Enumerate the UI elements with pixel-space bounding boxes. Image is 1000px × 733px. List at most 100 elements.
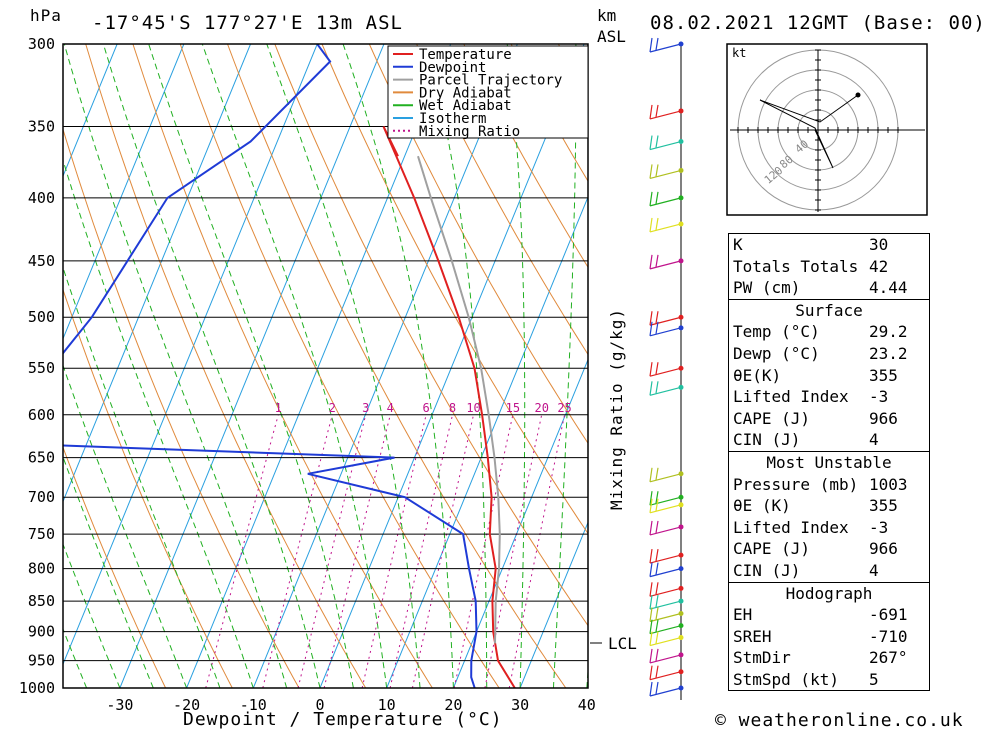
legend-label: Parcel Trajectory <box>419 73 562 89</box>
wind-barb <box>649 619 684 635</box>
wind-barb <box>649 549 684 564</box>
isotherm-line <box>63 44 185 341</box>
y-tick-label: 600 <box>28 406 55 424</box>
mixing-ratio-line <box>453 414 514 688</box>
wind-barb-dot <box>678 258 684 264</box>
wind-barb-dot <box>678 108 684 114</box>
wind-barb <box>649 498 684 514</box>
pressure-gridlines <box>63 43 588 689</box>
surface-rows: Temp (°C) 29.2 Dewp (°C) 23.2 θE(K) 355 Lif… <box>733 322 908 450</box>
wind-barb-dot <box>678 566 684 572</box>
y-tick-label: 900 <box>28 623 55 641</box>
wind-barb-dot <box>678 611 684 617</box>
isotherm-line <box>386 195 588 688</box>
surface-title: Surface <box>729 298 929 322</box>
x-tick-label: -10 <box>240 696 267 714</box>
wind-barb <box>649 191 684 207</box>
wet-adiabat-line <box>63 266 221 688</box>
wind-barb <box>649 254 684 270</box>
x-tick-label: -30 <box>106 696 133 714</box>
index-row-pw: PW (cm) 4.44 <box>733 278 908 298</box>
wind-barb <box>649 135 684 151</box>
mixing-ratio-axis-label: Mixing Ratio (g/kg) <box>607 307 626 510</box>
height-unit-km: km <box>597 6 617 25</box>
mixing-ratio-line <box>389 414 453 688</box>
hodograph-unit: kt <box>732 46 746 60</box>
wind-barb <box>649 164 684 180</box>
wind-barb <box>649 37 684 53</box>
index-row-totals: Totals Totals 42 <box>733 256 889 276</box>
wind-barb-dot <box>678 494 684 500</box>
wind-barb-dot <box>678 139 684 145</box>
isotherm-line <box>186 44 452 688</box>
series-dewpoint <box>63 44 478 688</box>
mixing-ratio-line <box>205 414 279 688</box>
wind-barb <box>649 607 684 623</box>
legend-label: Mixing Ratio <box>419 124 520 140</box>
wind-barb-dot <box>678 598 684 604</box>
isotherm-line <box>252 44 518 688</box>
wind-barb <box>649 681 684 697</box>
wind-barb-dot <box>678 552 684 558</box>
x-tick-label: -20 <box>173 696 200 714</box>
isotherm-line <box>63 44 318 666</box>
dry-adiabat-line <box>274 44 588 627</box>
credit-text: © weatheronline.co.uk <box>715 710 964 731</box>
wet-adiabat-line <box>63 542 121 688</box>
wet-adiabat-line <box>63 364 188 688</box>
wind-barb-dot <box>678 635 684 641</box>
series-parcel-trajectory <box>417 155 501 644</box>
wind-barb-dot <box>678 167 684 173</box>
mixing-ratio-line <box>411 414 474 688</box>
legend-label: Dry Adiabat <box>419 85 512 101</box>
wind-barb <box>649 648 684 664</box>
height-unit-asl: ASL <box>597 27 626 46</box>
x-axis-label: Dewpoint / Temperature (°C) <box>183 709 503 730</box>
dry-adiabat-line <box>179 44 500 688</box>
most-unstable-rows: Pressure (mb) 1003 θE (K) 355 Lifted Index… <box>733 474 908 580</box>
mixing-ratio-label: 25 <box>557 401 571 415</box>
wind-barb <box>649 467 684 483</box>
isotherm-line <box>319 44 585 688</box>
most-unstable-title: Most Unstable <box>729 450 929 474</box>
y-tick-label: 500 <box>28 308 55 326</box>
wind-barb <box>649 665 684 681</box>
dry-adiabat-line <box>321 44 588 535</box>
dry-adiabat-line <box>984 44 1000 688</box>
isotherm-line <box>119 44 385 688</box>
legend-label: Wet Adiabat <box>419 98 512 114</box>
wind-barb-dot <box>678 325 684 331</box>
mixing-ratio-label: 10 <box>466 401 480 415</box>
mixing-ratio-label: 4 <box>387 401 394 415</box>
hodograph-ring-label: 80 <box>777 153 796 171</box>
plot-frame <box>62 43 589 689</box>
y-tick-label: 800 <box>28 560 55 578</box>
x-tick-label: 10 <box>378 696 396 714</box>
y-tick-label: 850 <box>28 592 55 610</box>
isotherm-line <box>63 44 118 178</box>
y-tick-label: 750 <box>28 525 55 543</box>
y-tick-label: 400 <box>28 189 55 207</box>
wind-barb <box>649 381 684 396</box>
series-temperature <box>382 126 516 688</box>
wind-barb-dot <box>678 685 684 691</box>
hodograph-trace <box>759 94 859 169</box>
index-row-k: K 30 <box>733 235 889 254</box>
y-tick-label: 950 <box>28 652 55 670</box>
profiles <box>63 44 516 688</box>
legend-label: Dewpoint <box>419 60 486 76</box>
hodograph-rows: EH -691 SREH -710 StmDir 267° StmSpd (kt) 5 <box>733 605 908 689</box>
wind-barb-dot <box>678 365 684 371</box>
dry-adiabat-line <box>416 44 588 356</box>
mixing-ratio-label: 3 <box>362 401 369 415</box>
y-tick-label: 550 <box>28 359 55 377</box>
wind-barb-dot <box>678 669 684 675</box>
wind-barb-dot <box>678 585 684 591</box>
wind-barb <box>649 491 684 506</box>
wet-adiabat-line <box>148 44 354 688</box>
location-title: -17°45'S 177°27'E 13m ASL <box>92 12 403 34</box>
mixing-ratio-label: 15 <box>506 401 520 415</box>
wind-barb-dot <box>678 623 684 629</box>
